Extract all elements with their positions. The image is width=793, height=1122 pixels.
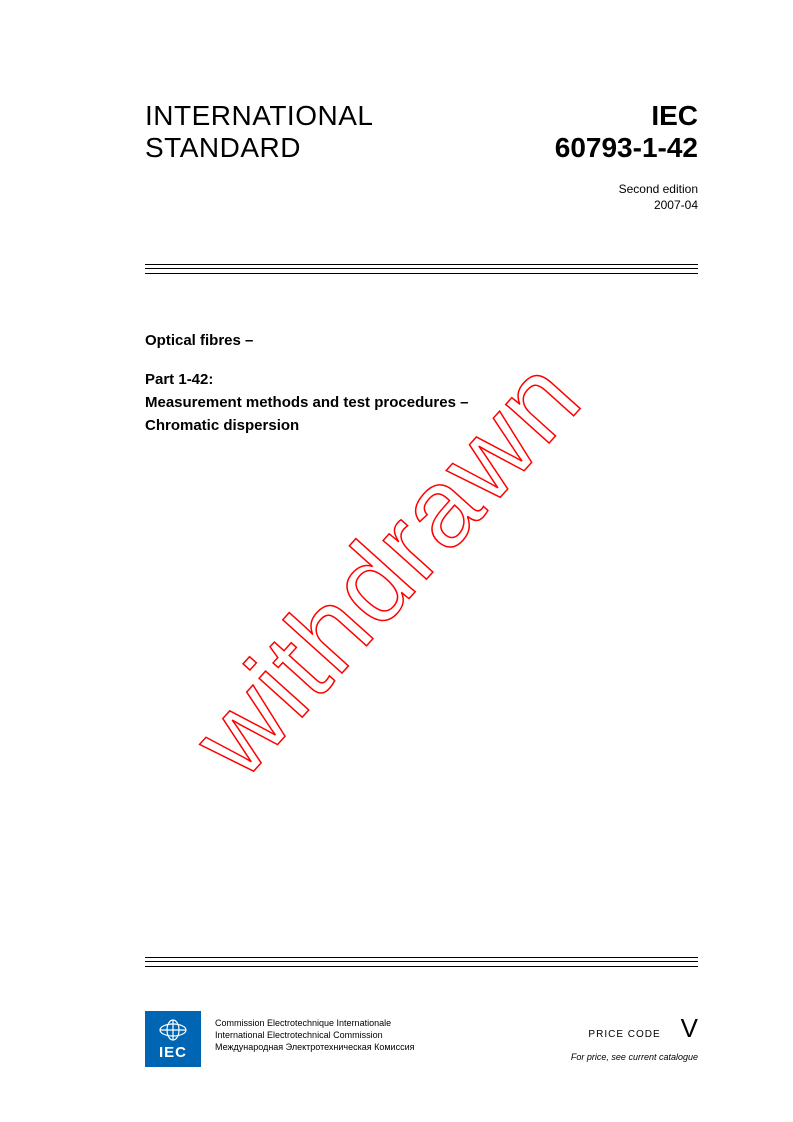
- price-code: V: [681, 1013, 698, 1044]
- iec-logo-label: IEC: [159, 1044, 187, 1061]
- header-right-line2: 60793-1-42: [555, 132, 698, 164]
- header-left-line2: STANDARD: [145, 132, 373, 164]
- header-right: IEC 60793-1-42: [555, 100, 698, 164]
- title-line2: Part 1-42:: [145, 368, 698, 391]
- title-line3: Measurement methods and test procedures …: [145, 391, 698, 414]
- edition-line2: 2007-04: [145, 198, 698, 214]
- edition-line1: Second edition: [145, 182, 698, 198]
- header-left: INTERNATIONAL STANDARD: [145, 100, 373, 164]
- header-row: INTERNATIONAL STANDARD IEC 60793-1-42: [145, 100, 698, 164]
- title-block: Optical fibres – Part 1-42: Measurement …: [145, 329, 698, 438]
- header-left-line1: INTERNATIONAL: [145, 100, 373, 132]
- iec-logo: IEC: [145, 1011, 201, 1067]
- top-rule-group: [145, 264, 698, 274]
- org-fr: Commission Electrotechnique Internationa…: [215, 1017, 571, 1029]
- edition-block: Second edition 2007-04: [145, 182, 698, 213]
- org-en: International Electrotechnical Commissio…: [215, 1029, 571, 1041]
- price-label: PRICE CODE: [588, 1029, 660, 1040]
- header-right-line1: IEC: [555, 100, 698, 132]
- org-lines: Commission Electrotechnique Internationa…: [215, 1011, 571, 1053]
- price-note: For price, see current catalogue: [571, 1052, 698, 1062]
- title-line4: Chromatic dispersion: [145, 414, 698, 437]
- bottom-rule-group: [145, 957, 698, 967]
- title-line1: Optical fibres –: [145, 329, 698, 352]
- iec-logo-icon: [158, 1018, 188, 1042]
- footer: IEC Commission Electrotechnique Internat…: [145, 1011, 698, 1067]
- price-block: PRICE CODE V For price, see current cata…: [571, 1011, 698, 1062]
- org-ru: Международная Электротехническая Комисси…: [215, 1041, 571, 1053]
